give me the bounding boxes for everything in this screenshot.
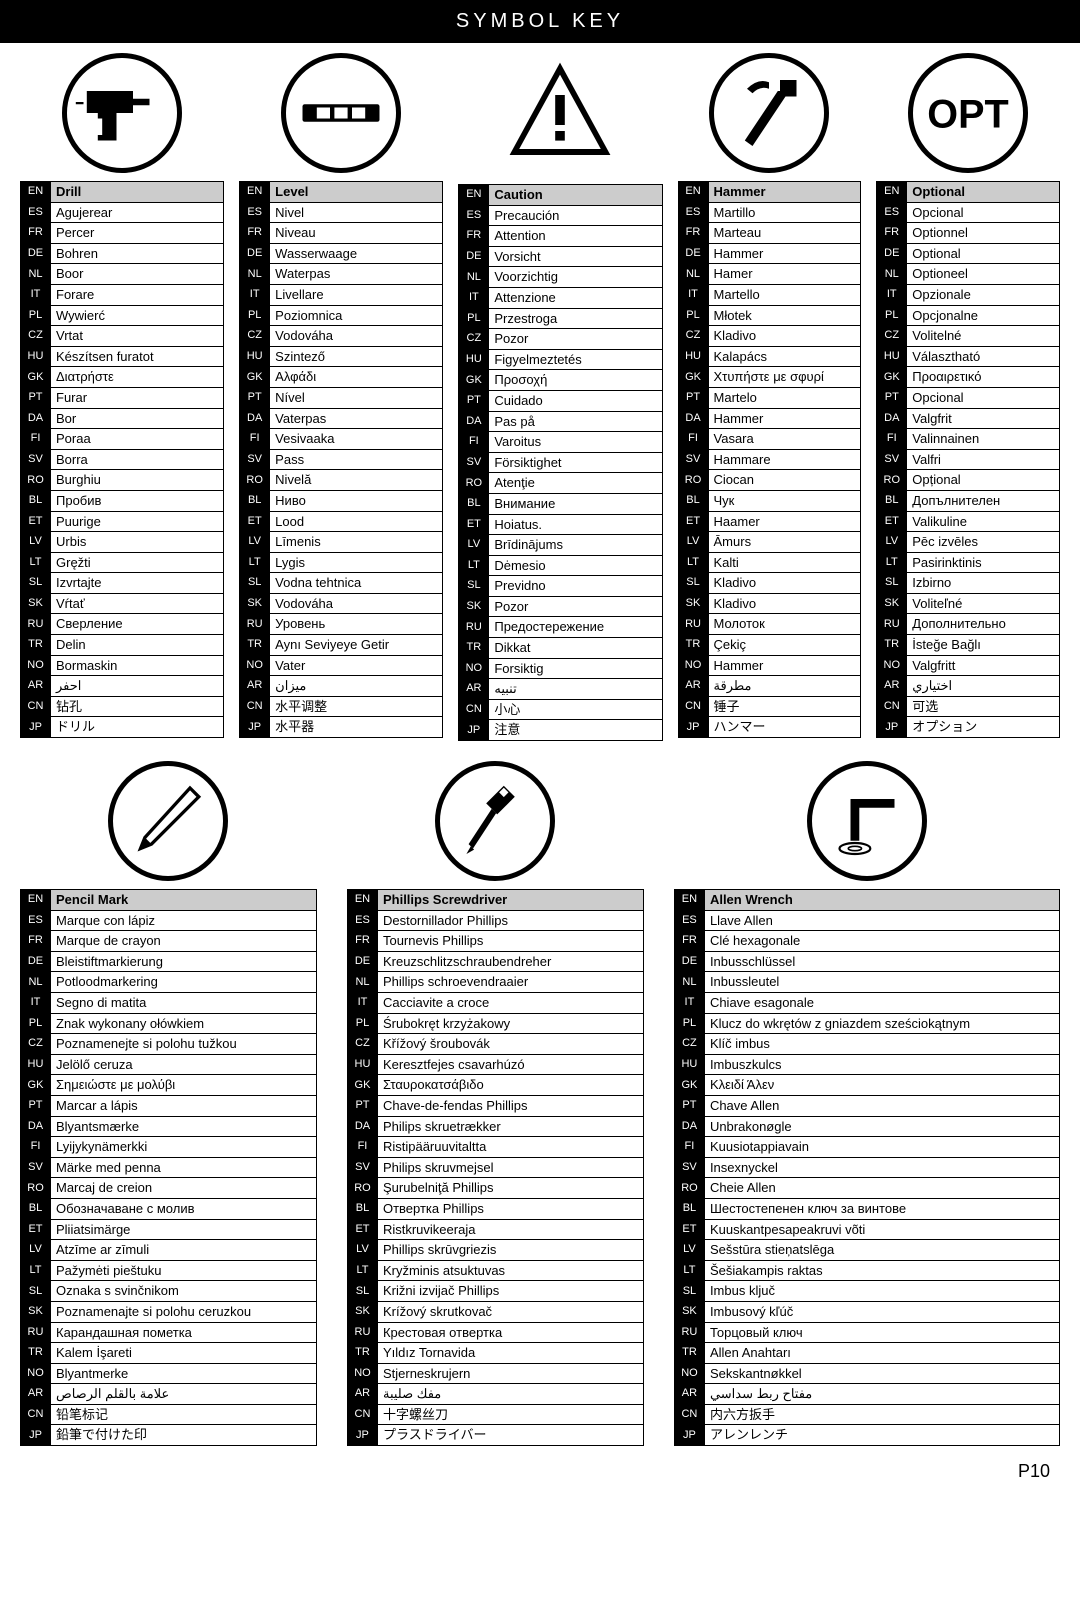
hammer-table: ENHammerESMartilloFRMarteauDEHammerNLHam… <box>678 181 862 738</box>
svg-text:OPT: OPT <box>927 92 1008 136</box>
allen-col: ENAllen WrenchESLlave AllenFRClé hexagon… <box>674 761 1060 1446</box>
hammer-icon <box>709 53 829 173</box>
page-title: SYMBOL KEY <box>0 0 1080 43</box>
optional-icon: OPT <box>908 53 1028 173</box>
level-col: ENLevelESNivelFRNiveauDEWasserwaageNLWat… <box>239 53 443 738</box>
allen-table: ENAllen WrenchESLlave AllenFRClé hexagon… <box>674 889 1060 1446</box>
pencil-table: ENPencil MarkESMarque con lápizFRMarque … <box>20 889 317 1446</box>
row-1: ENDrillESAgujerearFRPercerDEBohrenNLBoor… <box>0 43 1080 751</box>
hammer-col: ENHammerESMartilloFRMarteauDEHammerNLHam… <box>678 53 862 738</box>
phillips-table: ENPhillips ScrewdriverESDestornillador P… <box>347 889 644 1446</box>
drill-table: ENDrillESAgujerearFRPercerDEBohrenNLBoor… <box>20 181 224 738</box>
level-icon <box>281 53 401 173</box>
caution-col: ENCautionESPrecauciónFRAttentionDEVorsic… <box>458 53 662 741</box>
drill-icon <box>62 53 182 173</box>
phillips-col: ENPhillips ScrewdriverESDestornillador P… <box>347 761 644 1446</box>
caution-icon <box>500 53 620 173</box>
drill-col: ENDrillESAgujerearFRPercerDEBohrenNLBoor… <box>20 53 224 738</box>
optional-col: OPT ENOptionalESOpcionalFROptionnelDEOpt… <box>876 53 1060 738</box>
row-2: ENPencil MarkESMarque con lápizFRMarque … <box>0 751 1080 1456</box>
optional-table: ENOptionalESOpcionalFROptionnelDEOptiona… <box>876 181 1060 738</box>
level-table: ENLevelESNivelFRNiveauDEWasserwaageNLWat… <box>239 181 443 738</box>
allen-icon <box>807 761 927 881</box>
pencil-icon <box>108 761 228 881</box>
page-number: P10 <box>0 1456 1080 1487</box>
pencil-col: ENPencil MarkESMarque con lápizFRMarque … <box>20 761 317 1446</box>
caution-table: ENCautionESPrecauciónFRAttentionDEVorsic… <box>458 184 662 741</box>
phillips-icon <box>435 761 555 881</box>
